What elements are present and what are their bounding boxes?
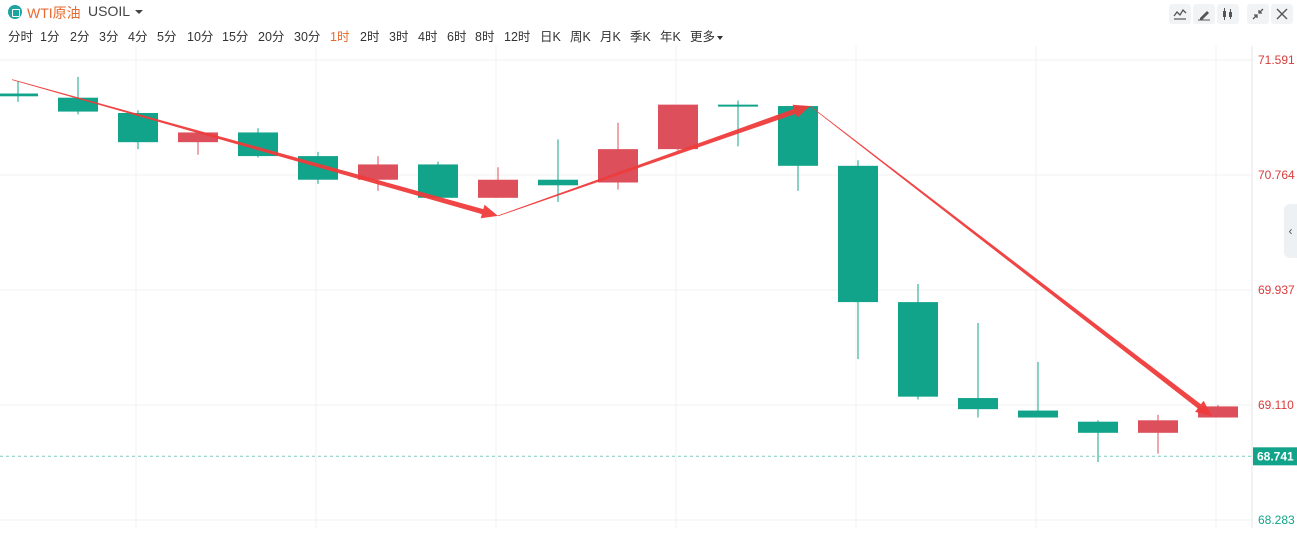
period-tab[interactable]: 年K [660, 30, 681, 44]
draw-pen-icon[interactable] [1193, 4, 1215, 24]
period-tab[interactable]: 3时 [389, 30, 409, 44]
period-tab[interactable]: 3分 [99, 30, 119, 44]
y-tick-label: 69.937 [1258, 283, 1295, 297]
symbol-logo-icon [8, 5, 22, 19]
period-tab[interactable]: 1分 [40, 30, 60, 44]
period-tab[interactable]: 6时 [447, 30, 467, 44]
candle-body-up [1198, 406, 1238, 418]
chevron-left-icon: ‹ [1288, 224, 1293, 238]
candle-body-down [1018, 410, 1058, 418]
period-tab[interactable]: 2时 [360, 30, 380, 44]
y-tick-label: 68.283 [1258, 513, 1295, 527]
candle-body-down [958, 398, 998, 410]
chart-header: WTI原油 USOIL [0, 0, 1297, 24]
candle-body-down [898, 302, 938, 397]
candle-body-up [1138, 420, 1178, 433]
symbol-code[interactable]: USOIL [88, 3, 131, 19]
close-icon[interactable] [1271, 4, 1293, 24]
candle-body-up [358, 164, 398, 180]
trend-arrow [497, 104, 810, 217]
period-tab[interactable]: 15分 [222, 30, 249, 44]
candle-body-up [478, 179, 518, 198]
y-tick-label: 69.110 [1258, 398, 1294, 412]
candle-body-down [718, 104, 758, 107]
period-tab[interactable]: 8时 [475, 30, 495, 44]
period-tab[interactable]: 10分 [187, 30, 214, 44]
period-tab[interactable]: 更多 [690, 26, 724, 45]
candle-body-down [118, 112, 158, 143]
period-tab[interactable]: 20分 [258, 30, 285, 44]
candle-body-down [538, 179, 578, 186]
candle-body-down [838, 165, 878, 303]
period-tab[interactable]: 2分 [70, 30, 90, 44]
trend-arrow [809, 105, 1212, 417]
candle-body-up [658, 104, 698, 150]
candle-body-up [178, 132, 218, 143]
more-caret-icon [717, 35, 724, 40]
indicator-icon[interactable] [1217, 4, 1239, 24]
period-tab[interactable]: 4时 [418, 30, 438, 44]
current-price-tag [1253, 447, 1297, 466]
current-price-label: 68.741 [1257, 449, 1294, 463]
period-tab[interactable]: 4分 [128, 30, 148, 44]
y-tick-label: 71.591 [1258, 53, 1295, 67]
candle-body-up [598, 149, 638, 183]
candle-body-down [58, 97, 98, 112]
period-tab[interactable]: 日K [540, 30, 561, 44]
symbol-name[interactable]: WTI原油 [27, 5, 81, 21]
candle-body-down [0, 93, 38, 97]
line-chart-icon[interactable] [1169, 4, 1191, 24]
trend-arrow [11, 79, 499, 219]
side-panel-toggle[interactable]: ‹ [1284, 204, 1297, 258]
period-tab[interactable]: 分时 [8, 30, 34, 44]
period-tab[interactable]: 5分 [157, 30, 177, 44]
shrink-icon[interactable] [1247, 4, 1269, 24]
period-tab[interactable]: 12时 [504, 30, 531, 44]
candle-body-down [1078, 421, 1118, 433]
period-tab[interactable]: 1时 [330, 30, 350, 44]
symbol-dropdown-icon[interactable] [135, 10, 143, 14]
period-tab[interactable]: 季K [630, 30, 651, 44]
period-tab[interactable]: 30分 [294, 30, 321, 44]
period-selector: 分时 1分 2分 3分 4分 5分 10分 15分 20分 30分 1时 2时 3时 4时 6时 8时 12时日… [0, 26, 900, 46]
y-tick-label: 70.764 [1258, 168, 1295, 182]
period-tab[interactable]: 周K [570, 30, 591, 44]
period-tab[interactable]: 月K [600, 30, 621, 44]
candle-body-down [418, 164, 458, 198]
